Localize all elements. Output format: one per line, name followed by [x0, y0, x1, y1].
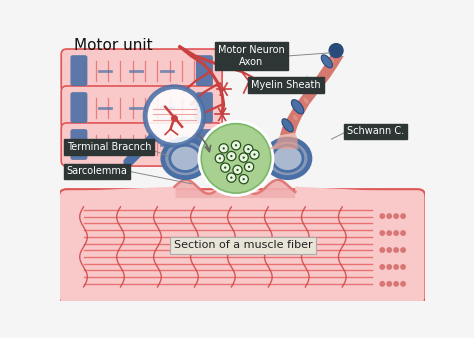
- Circle shape: [199, 121, 273, 195]
- Text: Motor Neuron
Axon: Motor Neuron Axon: [218, 45, 285, 67]
- Circle shape: [224, 166, 227, 169]
- Circle shape: [239, 153, 248, 162]
- Circle shape: [393, 264, 399, 270]
- Circle shape: [400, 247, 406, 253]
- Circle shape: [239, 174, 248, 184]
- Ellipse shape: [304, 77, 317, 92]
- Circle shape: [233, 165, 242, 174]
- Circle shape: [237, 169, 239, 171]
- Circle shape: [215, 154, 225, 163]
- Circle shape: [393, 213, 399, 219]
- Circle shape: [248, 166, 250, 168]
- Circle shape: [379, 247, 385, 253]
- Ellipse shape: [303, 98, 309, 103]
- Circle shape: [227, 173, 236, 182]
- Circle shape: [386, 264, 392, 270]
- Circle shape: [245, 162, 254, 171]
- Circle shape: [235, 144, 237, 146]
- Ellipse shape: [293, 115, 298, 120]
- Circle shape: [253, 153, 255, 156]
- Text: Sarcolemma: Sarcolemma: [66, 166, 128, 176]
- Circle shape: [247, 148, 249, 150]
- Ellipse shape: [316, 78, 321, 84]
- Ellipse shape: [321, 55, 332, 68]
- FancyBboxPatch shape: [196, 92, 213, 123]
- FancyBboxPatch shape: [61, 86, 222, 129]
- Circle shape: [145, 87, 204, 145]
- Ellipse shape: [198, 134, 274, 184]
- Ellipse shape: [292, 100, 304, 114]
- Ellipse shape: [163, 139, 208, 178]
- Polygon shape: [280, 56, 344, 135]
- Circle shape: [227, 151, 236, 161]
- Text: Terminal Bracnch: Terminal Bracnch: [66, 142, 151, 152]
- Ellipse shape: [272, 145, 303, 171]
- FancyBboxPatch shape: [71, 55, 87, 86]
- Circle shape: [386, 213, 392, 219]
- Circle shape: [250, 150, 259, 159]
- Text: Schwann C.: Schwann C.: [347, 126, 404, 137]
- Circle shape: [243, 178, 245, 180]
- Circle shape: [243, 156, 245, 159]
- Circle shape: [400, 230, 406, 236]
- FancyBboxPatch shape: [71, 92, 87, 123]
- Circle shape: [393, 281, 399, 287]
- Circle shape: [393, 247, 399, 253]
- Circle shape: [230, 155, 233, 157]
- Circle shape: [220, 163, 230, 172]
- Circle shape: [244, 145, 253, 154]
- Circle shape: [379, 230, 385, 236]
- Circle shape: [379, 281, 385, 287]
- Ellipse shape: [265, 139, 310, 178]
- Circle shape: [230, 176, 233, 179]
- Circle shape: [329, 44, 343, 57]
- FancyBboxPatch shape: [196, 129, 213, 160]
- Ellipse shape: [329, 58, 334, 63]
- Text: Motor unit: Motor unit: [74, 38, 153, 53]
- Circle shape: [393, 230, 399, 236]
- Circle shape: [400, 264, 406, 270]
- Circle shape: [379, 213, 385, 219]
- Circle shape: [231, 141, 241, 150]
- Circle shape: [219, 157, 221, 160]
- FancyBboxPatch shape: [71, 129, 87, 160]
- Ellipse shape: [282, 119, 293, 132]
- Text: Myelin Sheath: Myelin Sheath: [251, 80, 321, 90]
- FancyBboxPatch shape: [61, 123, 222, 166]
- Text: Section of a muscle fiber: Section of a muscle fiber: [173, 240, 312, 250]
- Circle shape: [386, 247, 392, 253]
- Polygon shape: [268, 133, 299, 149]
- FancyBboxPatch shape: [196, 55, 213, 86]
- Ellipse shape: [170, 145, 201, 171]
- Circle shape: [219, 144, 228, 153]
- FancyBboxPatch shape: [59, 189, 425, 305]
- Circle shape: [379, 264, 385, 270]
- FancyBboxPatch shape: [61, 49, 222, 92]
- Circle shape: [386, 281, 392, 287]
- Circle shape: [386, 230, 392, 236]
- Circle shape: [202, 124, 270, 192]
- Circle shape: [222, 147, 225, 149]
- Circle shape: [400, 213, 406, 219]
- Circle shape: [400, 281, 406, 287]
